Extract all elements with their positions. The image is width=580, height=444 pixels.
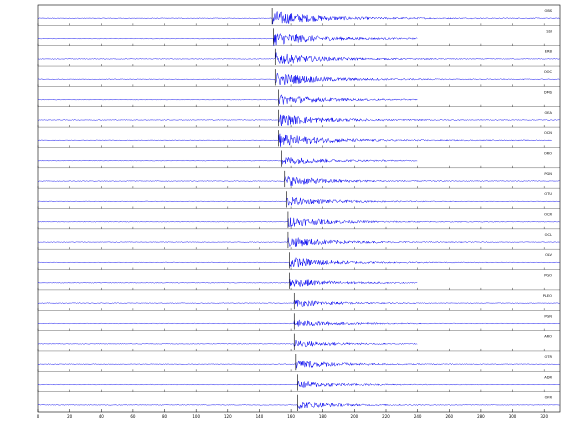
amplitude-scale xyxy=(32,396,37,412)
station-label: OCR xyxy=(544,213,552,217)
seismic-trace xyxy=(37,114,560,127)
seismic-trace xyxy=(37,380,560,389)
x-tick-label: 80 xyxy=(162,414,168,419)
station-label: PGO xyxy=(544,274,552,278)
station-label: OCN xyxy=(544,131,552,135)
x-tick-label: 120 xyxy=(224,414,232,419)
amplitude-scale xyxy=(32,50,37,66)
amplitude-scale xyxy=(32,131,37,147)
x-tick-label: 300 xyxy=(509,414,517,419)
amplitude-scale xyxy=(32,294,37,310)
amplitude-scale xyxy=(32,213,37,229)
station-label: DMS xyxy=(544,90,553,94)
station-label: OOC xyxy=(544,70,553,74)
seismic-trace xyxy=(37,339,418,348)
x-tick-label: 240 xyxy=(414,414,422,419)
station-label: OTU xyxy=(544,192,552,196)
x-tick-label: 280 xyxy=(477,414,485,419)
amplitude-scale xyxy=(32,314,37,330)
seismic-trace xyxy=(37,237,560,248)
seismic-trace xyxy=(37,256,560,269)
x-tick-label: 320 xyxy=(540,414,548,419)
station-label: OLV xyxy=(545,253,552,257)
seismic-trace xyxy=(37,157,418,165)
station-label: OEA xyxy=(544,111,552,115)
amplitude-scale xyxy=(32,233,37,249)
amplitude-scale xyxy=(32,111,37,127)
seismic-trace xyxy=(37,72,560,86)
station-label: OFR xyxy=(545,396,553,400)
amplitude-scale xyxy=(32,9,37,25)
seismic-trace xyxy=(37,279,418,287)
seismic-trace xyxy=(37,196,560,206)
amplitude-scale xyxy=(32,70,37,86)
seismic-trace xyxy=(37,217,560,228)
x-tick-label: 260 xyxy=(445,414,453,419)
x-tick-label: 100 xyxy=(192,414,200,419)
station-label: PGN xyxy=(544,314,552,318)
amplitude-scale xyxy=(32,274,37,290)
station-label: ARO xyxy=(544,335,552,339)
station-label: ADR xyxy=(544,375,552,379)
seismic-trace xyxy=(37,133,552,147)
station-label: PLEO xyxy=(543,294,552,298)
amplitude-scale xyxy=(32,29,37,45)
amplitude-scale xyxy=(32,172,37,188)
seismic-trace xyxy=(37,299,560,307)
x-tick-label: 140 xyxy=(256,414,264,419)
x-tick-label: 180 xyxy=(319,414,327,419)
station-label: ERB xyxy=(545,50,553,54)
x-tick-label: 220 xyxy=(382,414,390,419)
amplitude-scale xyxy=(32,253,37,269)
station-label: OTR xyxy=(544,355,552,359)
x-tick-label: 160 xyxy=(287,414,295,419)
seismic-trace xyxy=(37,94,418,105)
station-label: ORO xyxy=(544,151,552,155)
station-label: OBS xyxy=(544,9,552,13)
seismic-trace xyxy=(37,175,560,187)
amplitude-scale xyxy=(32,375,37,391)
amplitude-scale xyxy=(32,192,37,208)
seismic-trace xyxy=(37,52,560,65)
amplitude-scale xyxy=(32,355,37,371)
station-label: PGN xyxy=(544,172,552,176)
amplitude-scale xyxy=(32,335,37,351)
station-label: SSI xyxy=(546,29,552,33)
amplitude-scale xyxy=(32,90,37,106)
station-label: OCL xyxy=(545,233,552,237)
seismic-trace xyxy=(37,33,418,46)
seismic-trace xyxy=(37,11,560,25)
seismic-trace xyxy=(37,401,560,409)
seismic-trace xyxy=(37,319,560,327)
x-tick-label: 200 xyxy=(351,414,359,419)
x-tick-label: 0 xyxy=(37,414,40,419)
x-tick-label: 60 xyxy=(130,414,136,419)
amplitude-scale xyxy=(32,152,37,168)
x-tick-label: 20 xyxy=(67,414,73,419)
x-tick-label: 40 xyxy=(99,414,105,419)
seismic-trace xyxy=(37,360,560,369)
